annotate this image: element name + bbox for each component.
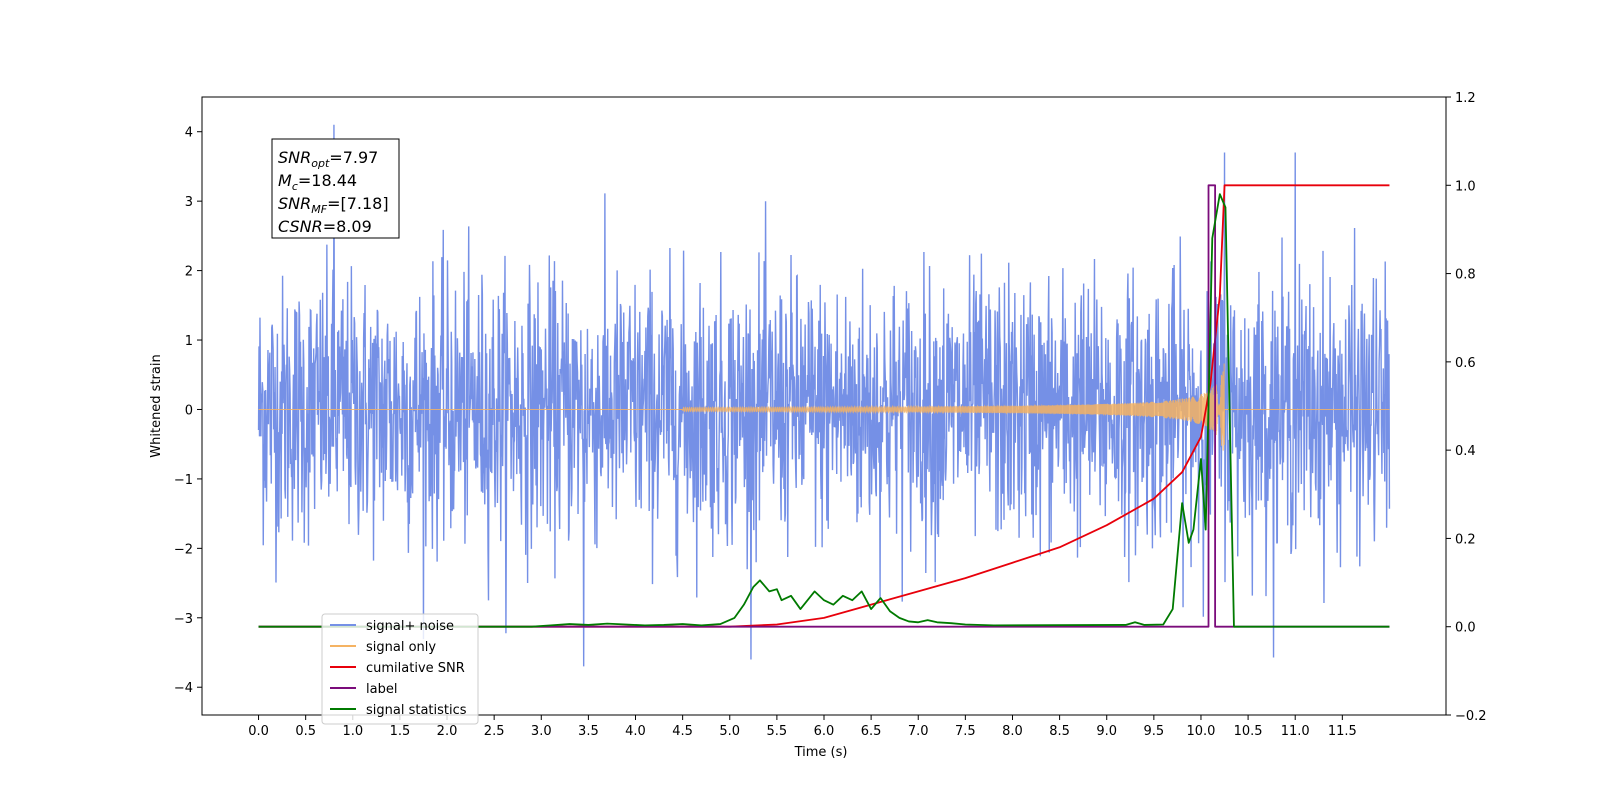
annotation-line: SNRMF=[7.18] <box>278 194 389 216</box>
y-axis-left: −4 −3 −2 −1 0 1 2 3 4 <box>174 126 202 696</box>
y-tick-label-left: −4 <box>174 681 193 696</box>
annotation-frame <box>271 138 400 239</box>
series-signal-only <box>258 363 1390 451</box>
y-axis-right: −0.2 0.0 0.2 0.4 0.6 0.8 1.0 1.2 <box>1446 91 1487 724</box>
legend-entry: signal+ noise <box>366 619 454 634</box>
x-tick-label: 9.5 <box>1144 724 1165 739</box>
x-tick-label: 0.5 <box>295 724 316 739</box>
y-tick-label-right: 0.2 <box>1455 532 1476 547</box>
y-tick-label-right: 0.4 <box>1455 444 1476 459</box>
y-tick-label-left: 2 <box>185 265 193 280</box>
x-axis-label: Time (s) <box>794 745 848 760</box>
x-tick-label: 7.0 <box>908 724 929 739</box>
x-tick-label: 11.5 <box>1328 724 1357 739</box>
annotation-line: SNRopt=7.97 <box>278 148 378 170</box>
legend-entry: cumilative SNR <box>366 661 465 676</box>
x-axis: 0.0 0.5 1.0 1.5 2.0 2.5 3.0 3.5 4.0 4.5 5.0 5.5 6.0 6… <box>248 715 1357 739</box>
series-signal-statistics <box>258 193 1390 628</box>
y-tick-label-right: 0.0 <box>1455 621 1476 636</box>
x-tick-label: 10.5 <box>1234 724 1263 739</box>
y-tick-label-left: 1 <box>185 334 193 349</box>
legend-entry: signal statistics <box>366 703 467 718</box>
y-tick-label-right: 1.0 <box>1455 179 1476 194</box>
y-tick-label-right: 1.2 <box>1455 91 1476 106</box>
y-tick-label-left: −2 <box>174 542 193 557</box>
x-tick-label: 9.0 <box>1096 724 1117 739</box>
y-tick-label-left: 3 <box>185 195 193 210</box>
series-cumulative-snr <box>258 184 1390 628</box>
x-tick-label: 10.0 <box>1186 724 1215 739</box>
y-tick-label-right: −0.2 <box>1455 709 1487 724</box>
x-tick-label: 0.0 <box>248 724 269 739</box>
y-tick-label-right: 0.8 <box>1455 268 1476 283</box>
x-tick-label: 2.0 <box>437 724 458 739</box>
x-tick-label: 5.0 <box>719 724 740 739</box>
y-tick-label-left: 0 <box>185 403 193 418</box>
series-signal-noise <box>257 124 1391 667</box>
legend-frame <box>321 613 479 725</box>
x-tick-label: 1.0 <box>342 724 363 739</box>
x-tick-label: 1.5 <box>390 724 411 739</box>
x-tick-label: 6.5 <box>861 724 882 739</box>
y-tick-label-left: −1 <box>174 473 193 488</box>
x-tick-label: 3.5 <box>578 724 599 739</box>
legend-entry: signal only <box>366 640 436 655</box>
x-tick-label: 5.5 <box>767 724 788 739</box>
y-axis-label: Whitened strain <box>149 354 164 457</box>
x-tick-label: 4.0 <box>625 724 646 739</box>
x-tick-label: 8.5 <box>1049 724 1070 739</box>
y-tick-label-left: −3 <box>174 612 193 627</box>
x-tick-label: 8.0 <box>1002 724 1023 739</box>
x-tick-label: 11.0 <box>1281 724 1310 739</box>
legend-entry: label <box>366 682 397 697</box>
annotation-line: Mc=18.44 <box>278 171 357 193</box>
x-tick-label: 4.5 <box>672 724 693 739</box>
y-tick-label-left: 4 <box>185 126 193 141</box>
annotation-line: CSNR=8.09 <box>278 217 372 236</box>
x-tick-label: 7.5 <box>955 724 976 739</box>
y-tick-label-right: 0.6 <box>1455 356 1476 371</box>
x-tick-label: 3.0 <box>531 724 552 739</box>
series-layer <box>257 124 1391 667</box>
x-tick-label: 6.0 <box>814 724 835 739</box>
legend: signal+ noise signal only cumilative SNR la… <box>321 613 479 725</box>
x-tick-label: 2.5 <box>484 724 505 739</box>
